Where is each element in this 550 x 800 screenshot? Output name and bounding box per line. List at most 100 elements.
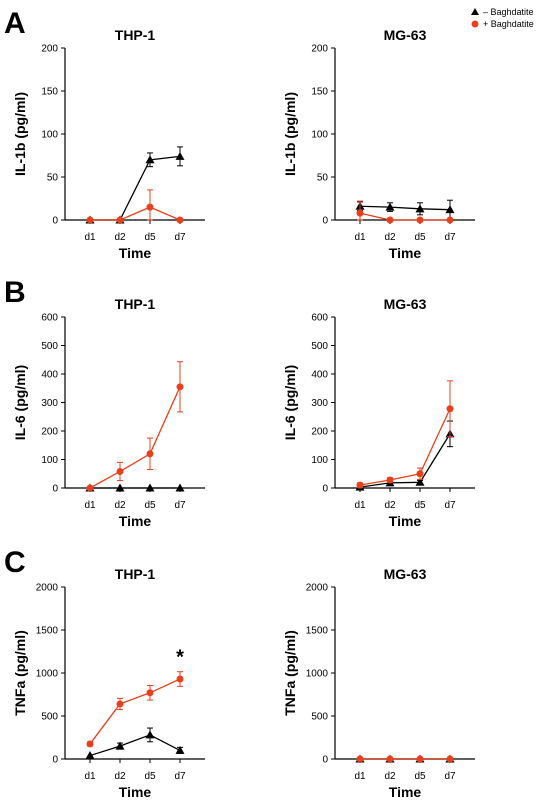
x-tick-label: d7 (444, 771, 456, 782)
x-tick-label: d5 (144, 232, 156, 243)
data-point-circle (386, 755, 394, 763)
y-axis-title: IL-6 (pg/ml) (282, 365, 298, 440)
y-tick-label: 150 (41, 87, 58, 98)
legend-item: + Baghdatite (471, 19, 534, 29)
panel-letter: A (4, 7, 26, 40)
x-tick-label: d2 (384, 232, 396, 243)
data-point-triangle (175, 745, 185, 754)
legend-triangle-marker (471, 8, 479, 15)
chart-title: MG-63 (384, 27, 427, 43)
legend: – Baghdatite + Baghdatite (471, 7, 534, 29)
data-point-circle (356, 209, 364, 217)
series-minus-baghdatite (85, 146, 185, 224)
x-tick-label: d7 (174, 500, 186, 511)
data-point-circle (356, 481, 364, 489)
y-axis-title: IL-1b (pg/ml) (282, 92, 298, 176)
data-point-triangle (415, 477, 425, 486)
chart-title: THP-1 (115, 566, 156, 582)
series-minus-baghdatite (85, 483, 185, 492)
x-tick-label: d5 (144, 771, 156, 782)
x-tick-label: d7 (444, 500, 456, 511)
legend-item: – Baghdatite (471, 7, 534, 17)
chart-title: MG-63 (384, 296, 427, 312)
x-axis-title: Time (389, 784, 422, 800)
y-tick-label: 200 (311, 44, 328, 55)
legend-label: + Baghdatite (483, 19, 534, 29)
series-plus-baghdatite (86, 671, 184, 748)
data-point-circle (386, 476, 394, 484)
x-tick-label: d5 (414, 500, 426, 511)
x-tick-label: d5 (144, 500, 156, 511)
data-point-circle (416, 216, 424, 224)
series-minus-baghdatite (85, 727, 185, 760)
data-point-circle (446, 216, 454, 224)
data-point-circle (116, 700, 124, 708)
y-tick-label: 100 (311, 455, 328, 466)
data-point-circle (146, 203, 154, 211)
x-tick-label: d1 (84, 500, 96, 511)
y-tick-label: 600 (41, 313, 58, 324)
data-point-circle (176, 383, 184, 391)
y-tick-label: 600 (311, 313, 328, 324)
y-tick-label: 1500 (36, 626, 59, 637)
series-line (359, 433, 451, 488)
data-point-triangle (175, 151, 185, 160)
data-point-circle (446, 405, 454, 413)
y-tick-label: 500 (311, 712, 328, 723)
x-tick-label: d5 (414, 232, 426, 243)
y-tick-label: 400 (41, 370, 58, 381)
y-tick-label: 300 (311, 398, 328, 409)
data-point-triangle (145, 483, 155, 492)
y-axis-title: TNFa (pg/ml) (282, 630, 298, 716)
y-tick-label: 1500 (306, 626, 329, 637)
x-tick-label: d2 (114, 500, 126, 511)
y-tick-label: 0 (52, 216, 58, 227)
y-tick-label: 0 (322, 216, 328, 227)
y-tick-label: 400 (311, 370, 328, 381)
series-plus-baghdatite (356, 380, 454, 489)
series-plus-baghdatite (356, 755, 454, 763)
y-tick-label: 2000 (306, 583, 329, 594)
series-line (90, 155, 181, 221)
y-tick-label: 500 (41, 341, 58, 352)
charts: THP-1 0 50 100 150 200 d1 d2 d5 d7 Time IL-1b (pg/m… (12, 27, 475, 800)
x-tick-label: d7 (174, 771, 186, 782)
data-point-circle (416, 755, 424, 763)
series-plus-baghdatite (86, 361, 184, 492)
data-point-triangle (445, 205, 455, 214)
legend-label: – Baghdatite (483, 7, 534, 17)
data-point-circle (86, 740, 94, 748)
data-point-circle (176, 216, 184, 224)
series-plus-baghdatite (86, 189, 184, 224)
y-tick-label: 0 (52, 755, 58, 766)
x-tick-label: d1 (354, 500, 366, 511)
chart-panel: THP-1 0 50 100 150 200 d1 d2 d5 d7 Time IL-1b (pg/m… (12, 27, 205, 261)
series-line (89, 678, 181, 745)
y-tick-label: 200 (41, 44, 58, 55)
data-point-triangle (175, 483, 185, 492)
x-axis-title: Time (389, 245, 422, 261)
data-point-circle (356, 755, 364, 763)
series-line (359, 212, 450, 221)
data-point-circle (86, 484, 94, 492)
x-axis-title: Time (389, 513, 422, 529)
x-tick-label: d7 (444, 232, 456, 243)
y-axis-title: IL-6 (pg/ml) (12, 365, 28, 440)
series-line (359, 408, 451, 486)
y-tick-label: 200 (41, 427, 58, 438)
chart-panel: MG-63 0 100 200 300 400 500 600 d1 d2 d5 d7 Time IL-6… (282, 296, 475, 529)
x-axis-title: Time (119, 513, 152, 529)
legend-circle-marker (471, 20, 479, 28)
series-minus-baghdatite (355, 199, 455, 220)
x-tick-label: d1 (84, 771, 96, 782)
data-point-circle (446, 755, 454, 763)
data-point-circle (146, 450, 154, 458)
data-point-circle (386, 216, 394, 224)
series-line (89, 386, 181, 489)
series-line (89, 734, 181, 757)
y-tick-label: 1000 (306, 669, 329, 680)
y-tick-label: 50 (47, 173, 59, 184)
chart-title: MG-63 (384, 566, 427, 582)
series-line (90, 206, 181, 221)
